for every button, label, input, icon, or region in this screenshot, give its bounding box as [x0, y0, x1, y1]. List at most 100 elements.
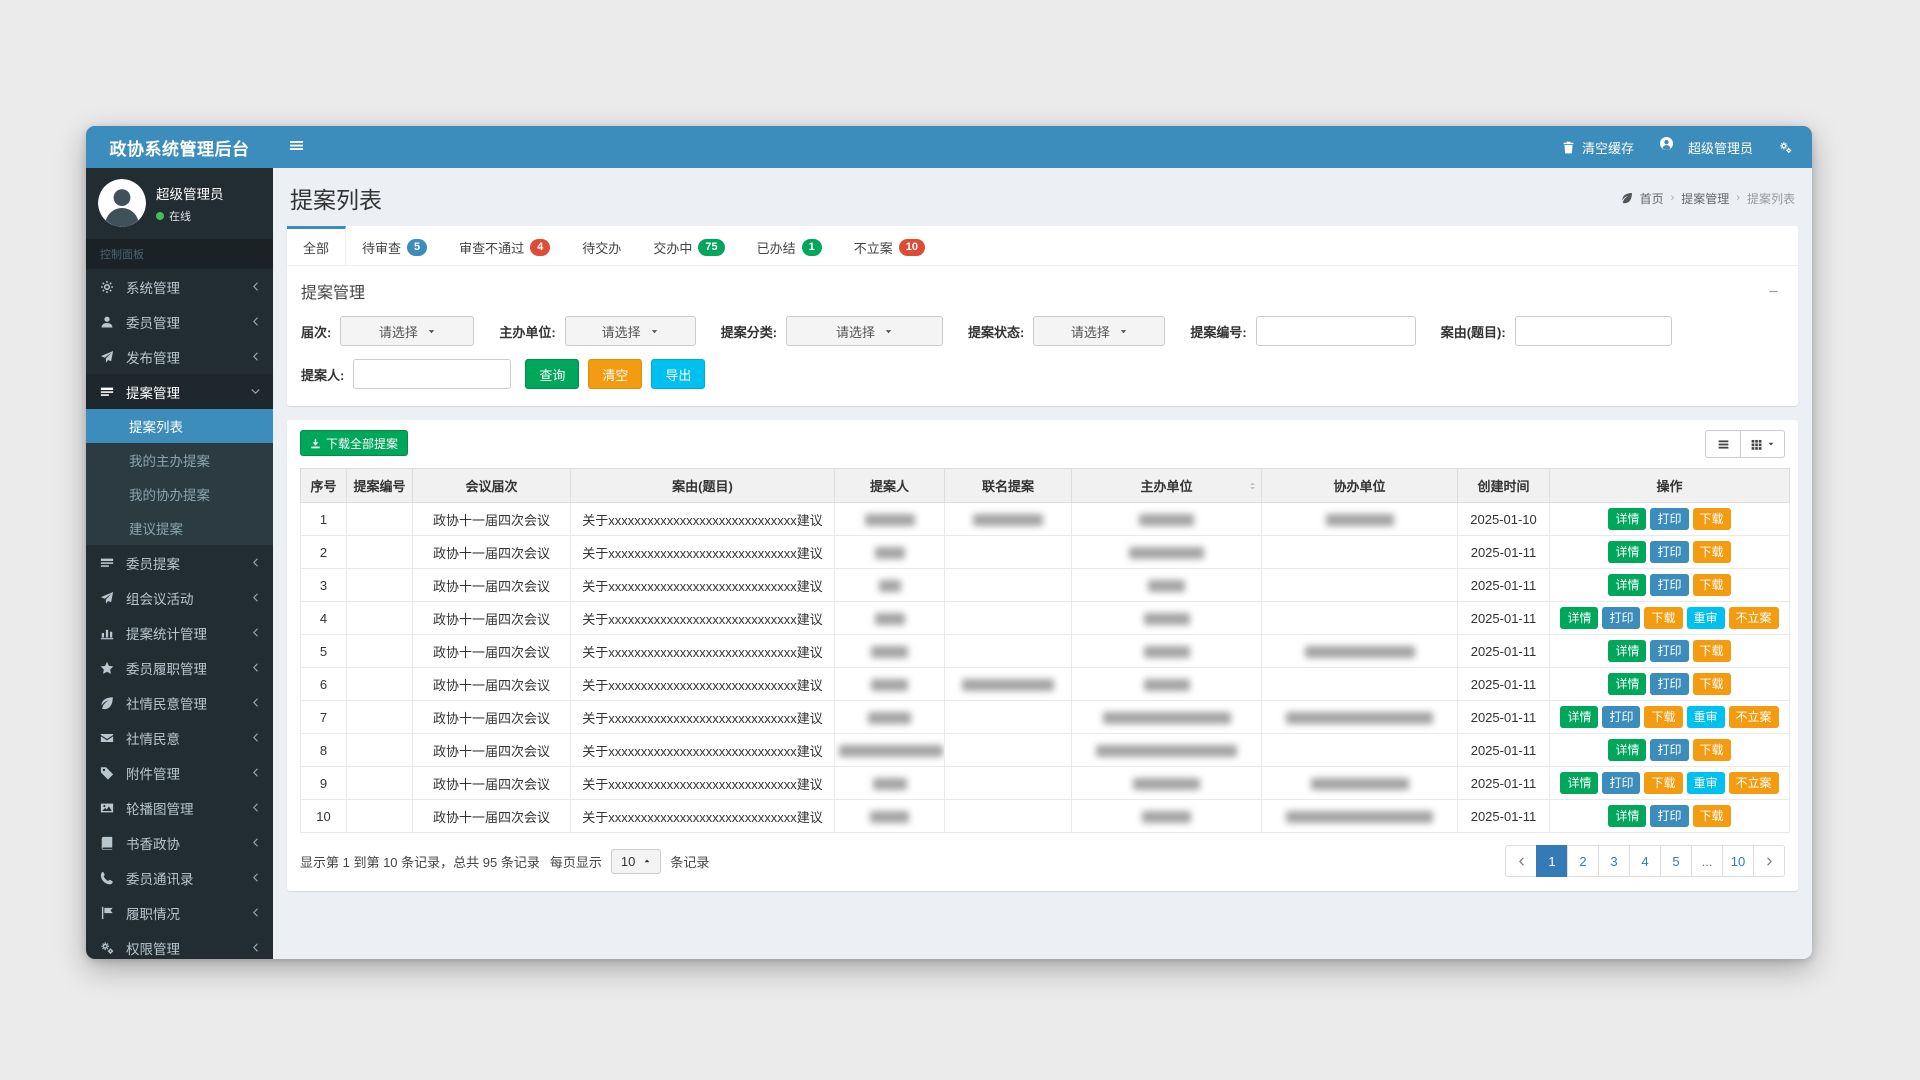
proposal-no-input[interactable] — [1255, 316, 1416, 346]
action-download-button[interactable]: 下载 — [1644, 706, 1683, 728]
pagination-prev-button[interactable] — [1505, 845, 1537, 877]
action-print-button[interactable]: 打印 — [1602, 772, 1641, 794]
sidebar-item-社情民意管理[interactable]: 社情民意管理 — [86, 685, 273, 720]
settings-gears-button[interactable] — [1779, 126, 1792, 168]
pagination-page-2[interactable]: 2 — [1567, 845, 1599, 877]
action-detail-button[interactable]: 详情 — [1608, 673, 1647, 695]
sidebar-item-书香政协[interactable]: 书香政协 — [86, 825, 273, 860]
pagination-page-4[interactable]: 4 — [1629, 845, 1661, 877]
sidebar-item-建议提案[interactable]: 建议提案 — [129, 522, 183, 537]
round-select[interactable]: 请选择 — [340, 316, 475, 346]
sidebar-item-履职情况[interactable]: 履职情况 — [86, 895, 273, 930]
action-detail-button[interactable]: 详情 — [1608, 640, 1647, 662]
clear-cache-button[interactable]: 清空缓存 — [1562, 126, 1634, 168]
tab-交办中[interactable]: 交办中 75 — [637, 226, 740, 265]
sidebar-toggle-button[interactable] — [273, 126, 319, 168]
cell-proposer — [834, 700, 945, 734]
action-print-button[interactable]: 打印 — [1650, 541, 1689, 563]
sidebar-item-附件管理[interactable]: 附件管理 — [86, 755, 273, 790]
action-recheck-button[interactable]: 重审 — [1686, 706, 1725, 728]
clear-button[interactable]: 清空 — [588, 359, 643, 389]
collapse-minus-icon[interactable] — [1762, 285, 1784, 298]
cell-joint-proposal — [944, 799, 1072, 833]
action-detail-button[interactable]: 详情 — [1608, 541, 1647, 563]
case-title-input[interactable] — [1514, 316, 1672, 346]
sidebar-item-组会议活动[interactable]: 组会议活动 — [86, 580, 273, 615]
page-size-select[interactable]: 10 — [610, 848, 662, 874]
cell-joint-proposal — [944, 601, 1072, 635]
action-detail-button[interactable]: 详情 — [1608, 574, 1647, 596]
sidebar-item-权限管理[interactable]: 权限管理 — [86, 930, 273, 959]
pagination-page-1[interactable]: 1 — [1536, 845, 1568, 877]
cell-assist-unit — [1261, 766, 1458, 800]
action-reject-button[interactable]: 不立案 — [1728, 607, 1779, 629]
action-print-button[interactable]: 打印 — [1650, 574, 1689, 596]
column-header-主办单位[interactable]: 主办单位 — [1071, 468, 1262, 503]
breadcrumb-提案列表: 提案列表 — [1746, 191, 1795, 206]
action-detail-button[interactable]: 详情 — [1560, 706, 1599, 728]
host-unit-select[interactable]: 请选择 — [564, 316, 696, 346]
breadcrumb-首页[interactable]: 首页 — [1639, 191, 1664, 206]
pagination-page-10[interactable]: 10 — [1722, 845, 1754, 877]
tab-已办结[interactable]: 已办结 1 — [741, 226, 838, 265]
sidebar-item-社情民意[interactable]: 社情民意 — [86, 720, 273, 755]
action-download-button[interactable]: 下载 — [1692, 739, 1731, 761]
tab-不立案[interactable]: 不立案 10 — [838, 226, 941, 265]
user-menu-button[interactable]: 超级管理员 — [1659, 126, 1753, 168]
app-logo[interactable]: 政协系统管理后台 — [86, 126, 273, 168]
action-recheck-button[interactable]: 重审 — [1686, 607, 1725, 629]
action-download-button[interactable]: 下载 — [1692, 805, 1731, 827]
export-button[interactable]: 导出 — [651, 359, 706, 389]
tab-待审查[interactable]: 待审查 5 — [346, 226, 443, 265]
sidebar-item-我的协办提案[interactable]: 我的协办提案 — [129, 488, 210, 503]
tab-待交办[interactable]: 待交办 — [582, 241, 622, 256]
action-download-button[interactable]: 下载 — [1692, 541, 1731, 563]
sidebar-item-委员履职管理[interactable]: 委员履职管理 — [86, 650, 273, 685]
action-print-button[interactable]: 打印 — [1650, 805, 1689, 827]
action-detail-button[interactable]: 详情 — [1608, 739, 1647, 761]
action-print-button[interactable]: 打印 — [1650, 508, 1689, 530]
sidebar-item-提案统计管理[interactable]: 提案统计管理 — [86, 615, 273, 650]
action-recheck-button[interactable]: 重审 — [1686, 772, 1725, 794]
sidebar-item-委员提案[interactable]: 委员提案 — [86, 545, 273, 580]
tab-审查不通过[interactable]: 审查不通过 4 — [443, 226, 566, 265]
download-all-button[interactable]: 下载全部提案 — [300, 430, 409, 456]
action-print-button[interactable]: 打印 — [1602, 706, 1641, 728]
action-print-button[interactable]: 打印 — [1602, 607, 1641, 629]
pagination-page-5[interactable]: 5 — [1660, 845, 1692, 877]
action-detail-button[interactable]: 详情 — [1608, 508, 1647, 530]
action-download-button[interactable]: 下载 — [1692, 673, 1731, 695]
sidebar-item-我的主办提案[interactable]: 我的主办提案 — [129, 454, 210, 469]
action-download-button[interactable]: 下载 — [1692, 640, 1731, 662]
action-print-button[interactable]: 打印 — [1650, 673, 1689, 695]
sidebar-item-轮播图管理[interactable]: 轮播图管理 — [86, 790, 273, 825]
action-download-button[interactable]: 下载 — [1644, 772, 1683, 794]
sidebar-item-发布管理[interactable]: 发布管理 — [86, 339, 273, 374]
grid-view-button[interactable] — [1740, 430, 1785, 458]
sidebar-item-提案列表[interactable]: 提案列表 — [86, 409, 273, 443]
proposer-input[interactable] — [353, 359, 512, 389]
pagination-next-button[interactable] — [1753, 845, 1785, 877]
action-download-button[interactable]: 下载 — [1644, 607, 1683, 629]
category-select[interactable]: 请选择 — [786, 316, 944, 346]
action-print-button[interactable]: 打印 — [1650, 640, 1689, 662]
action-detail-button[interactable]: 详情 — [1560, 607, 1599, 629]
action-download-button[interactable]: 下载 — [1692, 508, 1731, 530]
breadcrumb-提案管理[interactable]: 提案管理 — [1681, 191, 1730, 206]
action-download-button[interactable]: 下载 — [1692, 574, 1731, 596]
sidebar-item-委员管理[interactable]: 委员管理 — [86, 304, 273, 339]
search-button[interactable]: 查询 — [525, 359, 580, 389]
status-select[interactable]: 请选择 — [1033, 316, 1166, 346]
action-print-button[interactable]: 打印 — [1650, 739, 1689, 761]
tab-全部[interactable]: 全部 — [287, 226, 347, 265]
top-navbar: 政协系统管理后台 清空缓存 超级管理员 — [86, 126, 1812, 168]
pagination-page-3[interactable]: 3 — [1598, 845, 1630, 877]
sidebar-item-委员通讯录[interactable]: 委员通讯录 — [86, 860, 273, 895]
sidebar-item-系统管理[interactable]: 系统管理 — [86, 269, 273, 304]
action-reject-button[interactable]: 不立案 — [1728, 772, 1779, 794]
action-reject-button[interactable]: 不立案 — [1728, 706, 1779, 728]
action-detail-button[interactable]: 详情 — [1608, 805, 1647, 827]
action-detail-button[interactable]: 详情 — [1560, 772, 1599, 794]
list-view-button[interactable] — [1705, 430, 1741, 458]
sidebar-item-提案管理[interactable]: 提案管理 — [86, 374, 273, 409]
